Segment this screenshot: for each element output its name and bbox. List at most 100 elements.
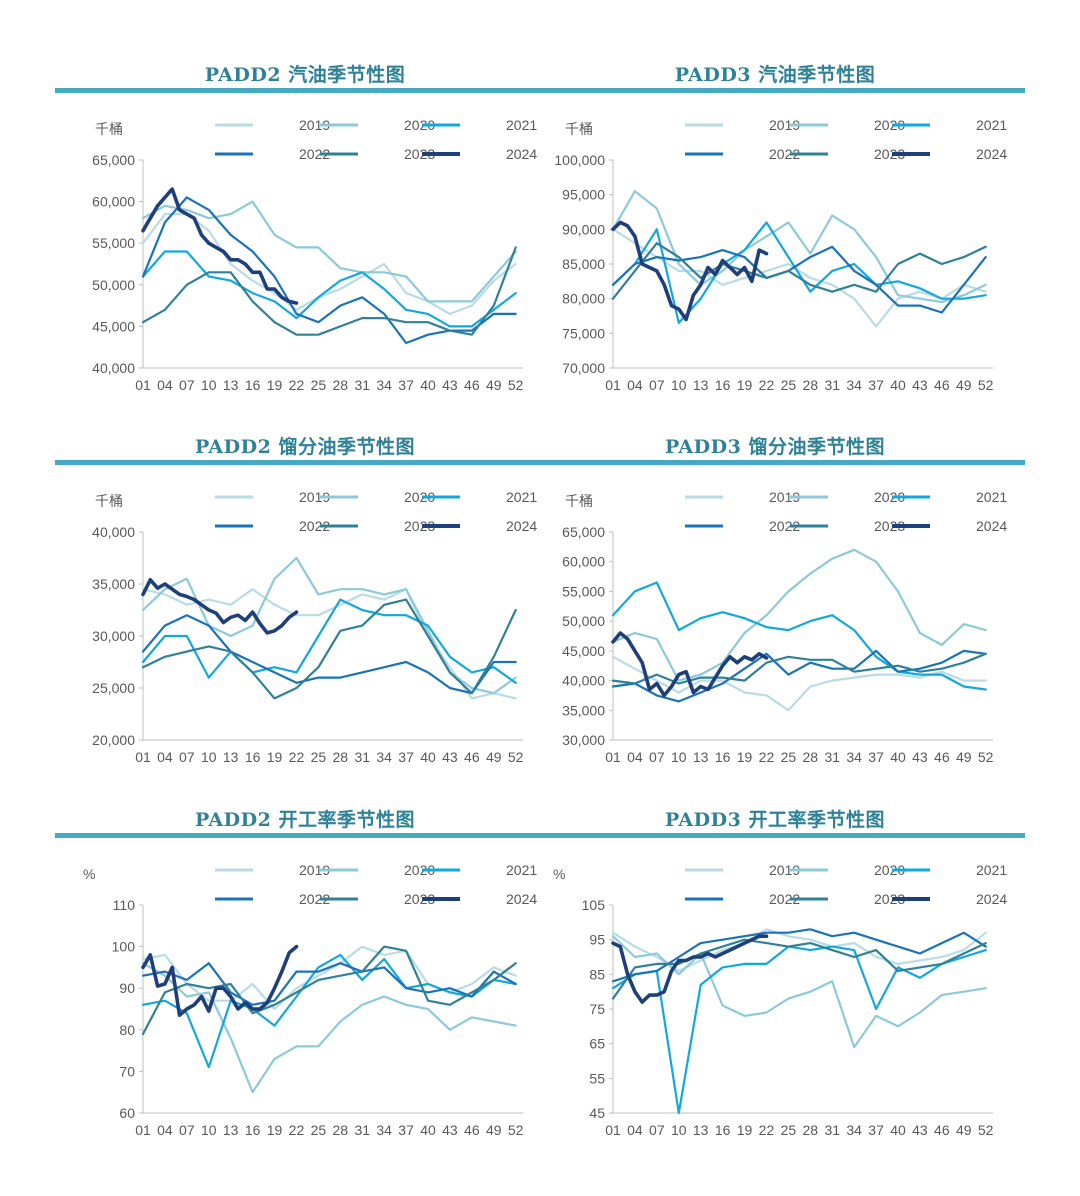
x-tick-label: 19	[267, 377, 283, 393]
x-tick-label: 43	[442, 749, 458, 765]
legend-item: 2022	[215, 891, 330, 907]
legend-item: 2020	[790, 117, 905, 133]
y-tick-label: 45,000	[562, 643, 605, 659]
y-tick-label: 95,000	[562, 187, 605, 203]
x-tick-label: 22	[759, 749, 775, 765]
x-tick-label: 10	[671, 377, 687, 393]
y-tick-label: 60,000	[92, 194, 135, 210]
x-tick-label: 22	[289, 749, 305, 765]
series-line-2019	[611, 228, 987, 328]
x-tick-label: 22	[289, 377, 305, 393]
series-line-2022	[611, 649, 987, 703]
x-tick-label: 49	[486, 1122, 502, 1138]
x-tick-label: 10	[201, 1122, 217, 1138]
x-tick-label: 49	[486, 377, 502, 393]
x-tick-label: 31	[824, 749, 840, 765]
title-divider	[525, 833, 1025, 838]
x-tick-label: 10	[201, 749, 217, 765]
y-tick-label: 65	[589, 1036, 605, 1052]
x-tick-label: 10	[671, 1122, 687, 1138]
x-tick-label: 01	[605, 1122, 621, 1138]
series-line-2019	[611, 655, 987, 712]
legend-label: 2021	[506, 862, 537, 878]
x-tick-label: 13	[693, 1122, 709, 1138]
x-tick-label: 46	[464, 377, 480, 393]
x-tick-label: 16	[715, 377, 731, 393]
y-axis-unit: 千桶	[95, 121, 123, 137]
legend-label: 2020	[874, 117, 905, 133]
x-tick-label: 40	[420, 1122, 436, 1138]
x-tick-label: 49	[956, 1122, 972, 1138]
series-line-2022	[141, 614, 517, 695]
x-tick-label: 46	[934, 1122, 950, 1138]
legend-label: 2020	[404, 862, 435, 878]
x-tick-label: 43	[912, 377, 928, 393]
x-tick-label: 46	[464, 1122, 480, 1138]
legend-label: 2023	[404, 518, 435, 534]
y-tick-label: 30,000	[562, 732, 605, 748]
x-tick-label: 46	[464, 749, 480, 765]
y-tick-label: 85,000	[562, 256, 605, 272]
legend-label: 2023	[404, 146, 435, 162]
legend-item: 2023	[790, 146, 905, 162]
legend-label: 2023	[404, 891, 435, 907]
chart-title: PADD2 馏分油季节性图	[195, 436, 415, 458]
legend-item: 2023	[320, 518, 435, 534]
y-tick-label: 70	[119, 1063, 135, 1079]
legend-label: 2021	[976, 117, 1007, 133]
x-tick-label: 07	[179, 377, 195, 393]
title-divider	[55, 833, 555, 838]
y-tick-label: 95	[589, 932, 605, 948]
x-tick-label: 01	[605, 377, 621, 393]
x-tick-label: 01	[135, 377, 151, 393]
legend-label: 2024	[506, 891, 537, 907]
x-tick-label: 19	[737, 1122, 753, 1138]
series-line-2022	[141, 196, 517, 345]
legend-item: 2024	[422, 146, 537, 162]
legend-item: 2020	[790, 489, 905, 505]
series-line-2024	[141, 944, 299, 1017]
x-tick-label: 04	[627, 377, 643, 393]
x-tick-label: 34	[846, 749, 862, 765]
y-tick-label: 55,000	[562, 583, 605, 599]
chart-panel-padd3-gasoline: PADD3 汽油季节性图 2019 2020 2021 2022 2023 2024 千桶 7…	[525, 60, 1025, 420]
legend-item: 2021	[892, 489, 1007, 505]
x-tick-label: 13	[223, 1122, 239, 1138]
x-tick-label: 31	[824, 1122, 840, 1138]
legend-label: 2019	[299, 117, 330, 133]
x-tick-label: 28	[803, 1122, 819, 1138]
legend-label: 2021	[976, 862, 1007, 878]
x-tick-label: 28	[333, 1122, 349, 1138]
y-tick-label: 40,000	[562, 673, 605, 689]
series-line-2021	[611, 581, 987, 691]
legend-label: 2024	[506, 146, 537, 162]
series-line-2021	[141, 250, 517, 328]
legend-label: 2019	[299, 489, 330, 505]
legend-item: 2019	[685, 117, 800, 133]
legend-label: 2023	[874, 891, 905, 907]
series-line-2021	[141, 598, 517, 684]
series-line-2022	[611, 928, 987, 983]
legend-item: 2021	[422, 117, 537, 133]
x-tick-label: 10	[671, 749, 687, 765]
x-tick-label: 40	[890, 377, 906, 393]
legend-label: 2019	[769, 489, 800, 505]
x-tick-label: 04	[157, 1122, 173, 1138]
y-tick-label: 75	[589, 1001, 605, 1017]
series-line-2020	[141, 962, 517, 1094]
title-divider	[55, 88, 555, 93]
legend-label: 2022	[769, 146, 800, 162]
y-tick-label: 100	[112, 939, 136, 955]
y-tick-label: 65,000	[92, 152, 135, 168]
series-line-2024	[611, 220, 769, 322]
y-tick-label: 55,000	[92, 235, 135, 251]
legend-item: 2019	[685, 489, 800, 505]
legend-item: 2019	[215, 117, 330, 133]
x-tick-label: 10	[201, 377, 217, 393]
legend-item: 2022	[215, 518, 330, 534]
x-tick-label: 25	[311, 749, 327, 765]
x-tick-label: 40	[890, 749, 906, 765]
series-line-2023	[611, 242, 987, 300]
y-tick-label: 70,000	[562, 360, 605, 376]
y-axis-unit: 千桶	[565, 493, 593, 509]
